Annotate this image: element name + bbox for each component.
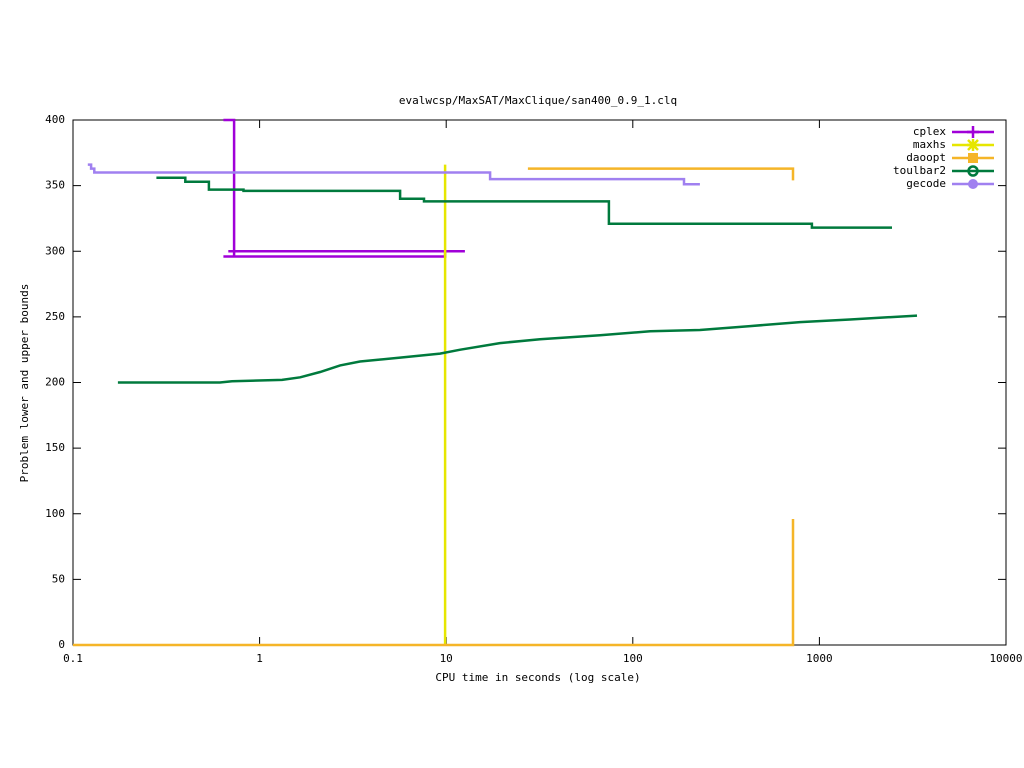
x-tick-label: 100	[623, 652, 643, 665]
legend-marker	[967, 165, 979, 177]
legend-label: daoopt	[906, 151, 946, 164]
x-tick-label: 10000	[989, 652, 1022, 665]
y-tick-label: 150	[45, 441, 65, 454]
y-tick-label: 50	[52, 572, 65, 585]
legend-marker	[968, 179, 978, 189]
y-tick-label: 400	[45, 113, 65, 126]
x-tick-label: 1	[256, 652, 263, 665]
series-line	[73, 167, 795, 647]
series-line	[117, 176, 918, 384]
x-tick-label: 0.1	[63, 652, 83, 665]
y-axis-label: Problem lower and upper bounds	[18, 284, 31, 483]
series-line	[223, 118, 465, 258]
y-tick-label: 200	[45, 376, 65, 389]
x-tick-label: 1000	[806, 652, 833, 665]
legend-label: maxhs	[913, 138, 946, 151]
legend-label: gecode	[906, 177, 946, 190]
x-tick-label: 10	[440, 652, 453, 665]
legend-marker	[968, 153, 978, 163]
legend-marker	[967, 139, 979, 151]
legend-marker	[967, 126, 979, 138]
legend-label: cplex	[913, 125, 946, 138]
y-tick-label: 300	[45, 244, 65, 257]
x-axis-label: CPU time in seconds (log scale)	[435, 671, 640, 684]
y-tick-label: 0	[58, 638, 65, 651]
y-tick-label: 100	[45, 507, 65, 520]
chart-title: evalwcsp/MaxSAT/MaxClique/san400_0.9_1.c…	[399, 94, 677, 107]
y-tick-label: 250	[45, 310, 65, 323]
legend-label: toulbar2	[893, 164, 946, 177]
series-line	[87, 163, 700, 186]
y-tick-label: 350	[45, 179, 65, 192]
